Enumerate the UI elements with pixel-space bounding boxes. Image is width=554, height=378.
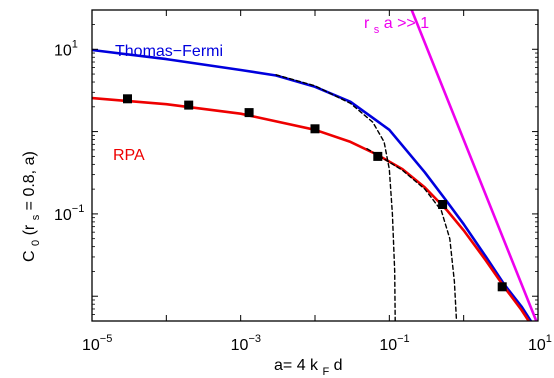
- x-axis-label-tail: d: [334, 357, 343, 374]
- y-tick-label-0: 10−1: [54, 203, 84, 224]
- rpa-data-marker-4: [373, 151, 383, 161]
- x-axis-label: a= 4 k F d: [274, 357, 343, 378]
- series-line-3: [275, 74, 396, 321]
- x-axis-label-sub: F: [322, 366, 329, 378]
- x-tick-base: 10: [379, 337, 397, 354]
- asymptote-rest: a >> 1: [384, 15, 429, 32]
- y-tick-exp: 1: [72, 38, 78, 50]
- plot-background: [92, 10, 538, 321]
- x-tick-label-1: 10−3: [231, 333, 261, 354]
- rpa-data-marker-5: [438, 200, 448, 209]
- series-line-2: [410, 10, 538, 321]
- y-tick-label-1: 101: [54, 38, 78, 59]
- x-tick-label-3: 101: [528, 333, 552, 354]
- y-axis-label-subs: s: [30, 214, 42, 220]
- annotation-asymptote: r s a >> 1: [364, 15, 429, 37]
- x-tick-exp: 1: [546, 333, 552, 345]
- x-tick-base: 10: [231, 337, 249, 354]
- x-tick-label-0: 10−5: [82, 333, 112, 354]
- y-axis-label-c: C: [21, 250, 38, 262]
- x-tick-exp: −5: [100, 333, 113, 345]
- y-axis-label-rest: = 0.8, a): [21, 151, 38, 210]
- x-tick-base: 10: [82, 337, 100, 354]
- asymptote-sub: s: [374, 24, 380, 36]
- y-axis-label: C 0 (r s = 0.8, a): [21, 151, 43, 262]
- annotation-thomas-fermi: Thomas−Fermi: [115, 43, 223, 60]
- rpa-data-marker-3: [310, 124, 320, 134]
- y-axis-label-open: (r: [21, 224, 38, 235]
- x-tick-label-2: 10−1: [379, 333, 409, 354]
- x-tick-exp: −3: [248, 333, 261, 345]
- rpa-data-marker-2: [244, 108, 254, 118]
- y-tick-exp: −1: [72, 203, 85, 215]
- asymptote-r: r: [364, 15, 370, 32]
- rpa-data-marker-6: [497, 282, 507, 292]
- plot-frame: [91, 9, 539, 322]
- series-line-0: [92, 48, 533, 321]
- y-tick-base: 10: [54, 42, 72, 59]
- y-axis-label-sub0: 0: [30, 240, 42, 246]
- rpa-data-marker-0: [123, 94, 132, 104]
- x-tick-exp: −1: [397, 333, 410, 345]
- y-tick-base: 10: [54, 207, 72, 224]
- x-tick-base: 10: [528, 337, 546, 354]
- series-line-4: [366, 147, 458, 321]
- rpa-data-marker-1: [184, 100, 194, 110]
- series-layer: [92, 10, 538, 321]
- x-axis-label-main: a= 4 k: [274, 357, 319, 374]
- annotation-rpa: RPA: [113, 147, 145, 164]
